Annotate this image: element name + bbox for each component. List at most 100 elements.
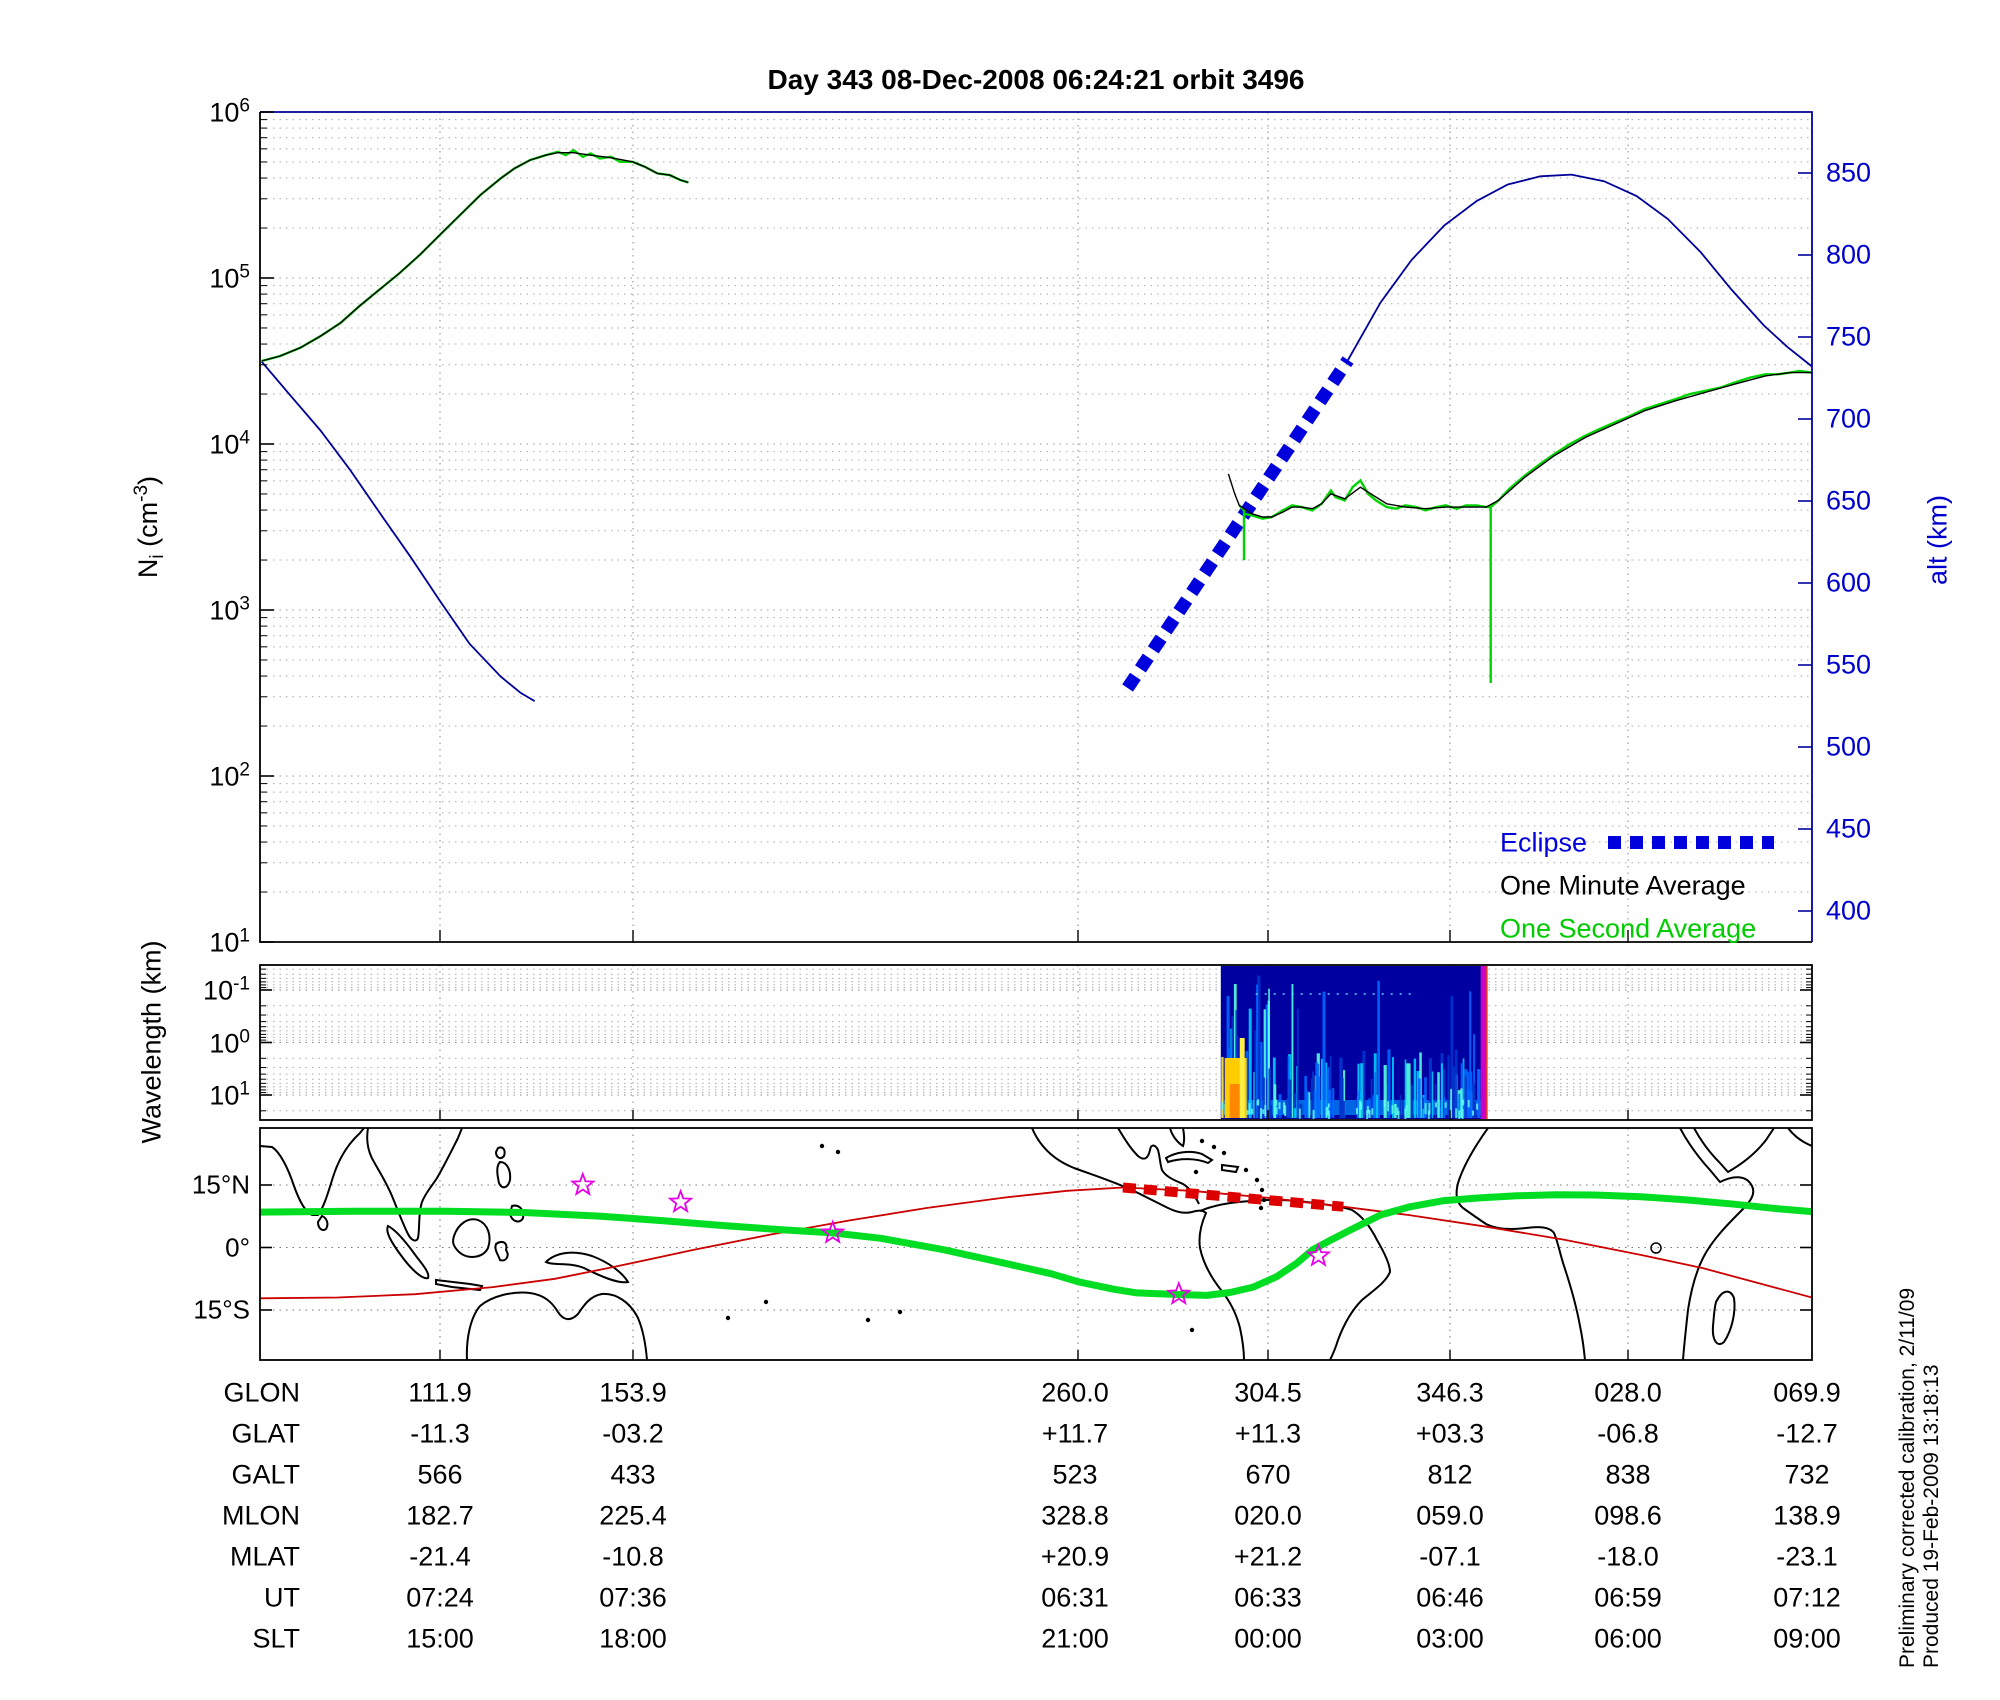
table-cell-mlon-3: 328.8 — [1041, 1500, 1109, 1531]
table-cell-ut-4: 06:33 — [1234, 1582, 1302, 1613]
ni-tick-10e5: 105 — [209, 261, 250, 294]
coastline — [1679, 1128, 1755, 1360]
table-cell-ut-6: 06:59 — [1594, 1582, 1662, 1613]
wavelength-axis-label: Wavelength (km) — [136, 940, 167, 1144]
event-star-marker — [819, 1219, 846, 1244]
ni-tick-10e3: 103 — [209, 593, 250, 626]
alt-tick-450: 450 — [1826, 813, 1872, 844]
table-row-label-mlon: MLON — [221, 1500, 300, 1531]
coastline — [494, 1241, 509, 1262]
ni-axis-label-sub: i — [147, 554, 169, 559]
ni-tick-10e4: 104 — [209, 427, 250, 460]
coastline — [465, 1291, 648, 1360]
alt-tick-500: 500 — [1826, 731, 1872, 762]
ni-tick-10e1: 101 — [209, 925, 250, 958]
coastline — [316, 1214, 329, 1232]
alt-tick-850: 850 — [1826, 157, 1872, 188]
event-star-marker — [569, 1171, 596, 1196]
alt-tick-650: 650 — [1826, 485, 1872, 516]
table-cell-mlon-2: 225.4 — [599, 1500, 667, 1531]
density-altitude-panel — [259, 111, 1813, 943]
table-cell-ut-2: 07:36 — [599, 1582, 667, 1613]
table-cell-glat-4: +11.3 — [1234, 1418, 1302, 1449]
legend-one-minute: One Minute Average — [1500, 870, 1746, 901]
event-star-marker — [667, 1188, 694, 1214]
alt-tick-750: 750 — [1826, 321, 1872, 352]
coastline — [452, 1218, 491, 1258]
footer-note-2: Produced 19-Feb-2009 13:18:13 — [1920, 1364, 1943, 1668]
coastline — [435, 1278, 484, 1292]
table-cell-glat-6: -06.8 — [1597, 1418, 1659, 1449]
table-cell-glon-6: 028.0 — [1594, 1377, 1662, 1408]
table-cell-mlat-5: -07.1 — [1419, 1541, 1481, 1572]
legend-one-second: One Second Average — [1500, 913, 1757, 944]
table-cell-mlat-1: -21.4 — [409, 1541, 471, 1572]
table-cell-ut-3: 06:31 — [1041, 1582, 1109, 1613]
alt-tick-550: 550 — [1826, 649, 1872, 680]
coastline — [508, 1204, 525, 1223]
production-note: Preliminary corrected calibration, 2/11/… — [1896, 1288, 1944, 1668]
table-cell-glat-2: -03.2 — [602, 1418, 664, 1449]
table-row-label-galt: GALT — [231, 1459, 300, 1490]
wavelength-spectrogram-panel — [259, 964, 1813, 1121]
table-cell-galt-7: 732 — [1784, 1459, 1830, 1490]
coastline — [544, 1251, 630, 1284]
table-cell-galt-4: 670 — [1245, 1459, 1291, 1490]
alt-axis-label: alt (km) — [1922, 495, 1953, 585]
table-cell-glat-5: +03.3 — [1415, 1418, 1485, 1449]
coastline — [1693, 1128, 1775, 1174]
alt-tick-800: 800 — [1826, 239, 1872, 270]
lat-tick-15°S: 15°S — [193, 1294, 250, 1325]
ni-axis-label-mid: (cm — [132, 501, 163, 555]
table-cell-slt-7: 09:00 — [1773, 1623, 1841, 1654]
legend-eclipse: Eclipse — [1500, 827, 1588, 858]
table-row-label-mlat: MLAT — [229, 1541, 300, 1572]
table-cell-slt-5: 03:00 — [1416, 1623, 1484, 1654]
ni-tick-10e6: 106 — [209, 95, 250, 128]
table-cell-glon-3: 260.0 — [1041, 1377, 1109, 1408]
ni-tick-10e2: 102 — [209, 759, 250, 792]
table-cell-glon-7: 069.9 — [1773, 1377, 1841, 1408]
eclipse-dash-swatch — [1608, 836, 1774, 849]
table-row-label-slt: SLT — [252, 1623, 300, 1654]
plot-title: Day 343 08-Dec-2008 06:24:21 orbit 3496 — [767, 64, 1305, 95]
coastline — [1221, 1163, 1240, 1174]
lat-tick-15°N: 15°N — [191, 1169, 250, 1200]
coastline — [1711, 1290, 1736, 1345]
table-cell-galt-6: 838 — [1605, 1459, 1651, 1490]
table-cell-glon-2: 153.9 — [599, 1377, 667, 1408]
table-row-label-glat: GLAT — [231, 1418, 300, 1449]
event-star-marker — [1165, 1280, 1192, 1306]
wavelength-tick-10e1: 101 — [209, 1078, 250, 1111]
table-cell-slt-6: 06:00 — [1594, 1623, 1662, 1654]
alt-tick-600: 600 — [1826, 567, 1872, 598]
wavelength-tick-10e-1: 10-1 — [203, 973, 250, 1006]
table-cell-slt-2: 18:00 — [599, 1623, 667, 1654]
wavelength-tick-10e0: 100 — [209, 1026, 250, 1058]
coastline — [496, 1160, 512, 1189]
coastline — [366, 1128, 463, 1242]
table-cell-mlon-5: 059.0 — [1416, 1500, 1484, 1531]
table-cell-mlat-2: -10.8 — [602, 1541, 664, 1572]
coastline — [1117, 1128, 1200, 1205]
coastline — [1787, 1128, 1812, 1147]
table-cell-glat-1: -11.3 — [410, 1418, 470, 1449]
ni-axis-label-sup: -3 — [130, 484, 152, 502]
table-cell-mlat-7: -23.1 — [1776, 1541, 1838, 1572]
footer-note-1: Preliminary corrected calibration, 2/11/… — [1896, 1287, 1919, 1668]
table-cell-galt-5: 812 — [1427, 1459, 1473, 1490]
table-cell-mlat-3: +20.9 — [1040, 1541, 1110, 1572]
ni-axis-label-post: ) — [132, 475, 163, 485]
coastline — [386, 1224, 430, 1280]
table-cell-galt-3: 523 — [1052, 1459, 1098, 1490]
table-cell-glat-7: -12.7 — [1776, 1418, 1838, 1449]
ni-axis-label-base: N — [132, 558, 163, 579]
table-cell-mlat-4: +21.2 — [1233, 1541, 1303, 1572]
table-cell-galt-1: 566 — [417, 1459, 463, 1490]
coastline — [1031, 1128, 1245, 1360]
coastline — [1455, 1128, 1586, 1360]
alt-tick-400: 400 — [1826, 895, 1872, 926]
table-cell-mlon-4: 020.0 — [1234, 1500, 1302, 1531]
